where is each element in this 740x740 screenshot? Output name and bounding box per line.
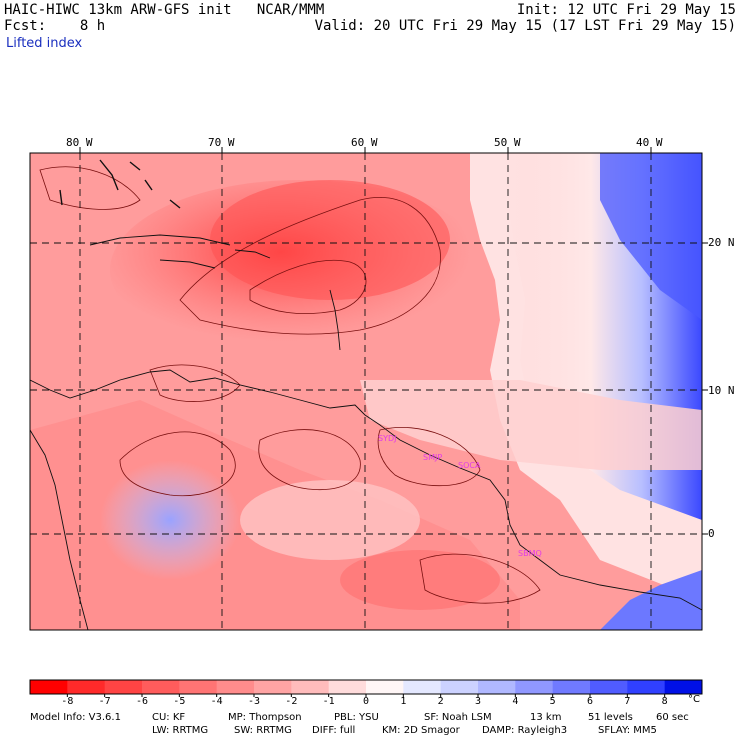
lat-lon-grid [30, 153, 702, 630]
footer-sf: SF: Noah LSM [424, 712, 492, 723]
colorbar-label: -5 [173, 696, 186, 707]
colorbar-swatch [216, 680, 255, 694]
colorbar-swatch [254, 680, 292, 694]
field-light-interior [240, 480, 420, 560]
colorbar-label: 3 [474, 696, 482, 707]
footer-diff: DIFF: full [312, 725, 356, 736]
colorbar-label: 8 [661, 696, 668, 707]
colorbar-swatch [366, 680, 404, 694]
station-sbmq: SBMQ [518, 549, 542, 558]
station-sydj: SYDJ [378, 434, 396, 443]
colorbar-swatch [515, 680, 554, 694]
colorbar-label: 0 [362, 696, 370, 707]
init-time: Init: 12 UTC Fri 29 May 15 [516, 2, 736, 18]
lon-label-80w: 80 W [66, 136, 93, 149]
bahamas-outline [59, 159, 181, 209]
colorbar-label: 1 [400, 696, 407, 707]
lon-label-40w: 40 W [636, 136, 663, 149]
colorbar-swatch [142, 680, 180, 694]
colorbar-label: -2 [285, 696, 298, 707]
colorbar-label: -4 [210, 696, 223, 707]
colorbar [29, 679, 703, 697]
colorbar-swatch [328, 680, 367, 694]
colorbar-swatch [30, 680, 68, 694]
colorbar-swatch [179, 680, 218, 694]
colorbar-swatch [478, 680, 516, 694]
colorbar-label: -7 [98, 696, 111, 707]
colorbar-label: 5 [549, 696, 556, 707]
field-unstable-core [210, 180, 450, 300]
colorbar-swatch [403, 680, 442, 694]
footer-damp: DAMP: Rayleigh3 [482, 725, 568, 736]
station-soca: SOCA [458, 461, 481, 470]
footer-km: KM: 2D Smagor [382, 725, 460, 736]
colorbar-label: -6 [135, 696, 149, 707]
li-contours [39, 166, 541, 604]
colorbar-swatch [627, 680, 666, 694]
colorbar-label: 7 [624, 696, 631, 707]
colorbar-label: 2 [437, 696, 444, 707]
colorbar-label: -3 [247, 696, 261, 707]
lon-label-70w: 70 W [208, 136, 235, 149]
axis-ticks [79, 147, 708, 535]
footer-sw: SW: RRTMG [234, 725, 292, 736]
model-title: HAIC-HIWC 13km ARW-GFS init NCAR/MMM [4, 2, 325, 18]
footer-sflay: SFLAY: MM5 [598, 725, 657, 736]
colorbar-swatch [552, 680, 591, 694]
footer-levels: 51 levels [588, 712, 633, 723]
footer-lw: LW: RRTMG [152, 725, 209, 736]
lat-label-0: 0 [708, 527, 715, 540]
colorbar-unit: °C [688, 694, 700, 705]
colorbar-swatch [664, 680, 703, 694]
variable-name: Lifted index [6, 36, 83, 51]
field-light-band [360, 380, 702, 470]
footer-pbl: PBL: YSU [334, 712, 379, 723]
footer-model-info: Model Info: V3.6.1 [30, 712, 121, 723]
station-smjp: SMJP [423, 453, 442, 462]
footer-resolution: 13 km [530, 712, 562, 723]
footer-mp: MP: Thompson [228, 712, 302, 723]
footer-cu: CU: KF [152, 712, 186, 723]
colorbar-label: -1 [322, 696, 335, 707]
lat-label-20n: 20 N [708, 236, 735, 249]
colorbar-label: 4 [512, 696, 519, 707]
colorbar-swatch [440, 680, 479, 694]
map-frame [29, 152, 703, 631]
colorbar-swatch [590, 680, 628, 694]
field-very-stable-ne [600, 153, 702, 320]
footer-timestep: 60 sec [656, 712, 689, 723]
lon-label-50w: 50 W [494, 136, 521, 149]
colorbar-label: -8 [61, 696, 74, 707]
lon-label-60w: 60 W [351, 136, 378, 149]
valid-time: Valid: 20 UTC Fri 29 May 15 (17 LST Fri … [314, 18, 736, 34]
colorbar-label: 6 [586, 696, 594, 707]
forecast-hour: Fcst: 8 h [4, 18, 106, 34]
lat-label-10n: 10 N [708, 384, 735, 397]
field-amazon [340, 550, 500, 610]
colorbar-swatch [104, 680, 143, 694]
colorbar-swatch [291, 680, 330, 694]
field-stable-sw [100, 460, 240, 580]
colorbar-swatch [67, 680, 106, 694]
